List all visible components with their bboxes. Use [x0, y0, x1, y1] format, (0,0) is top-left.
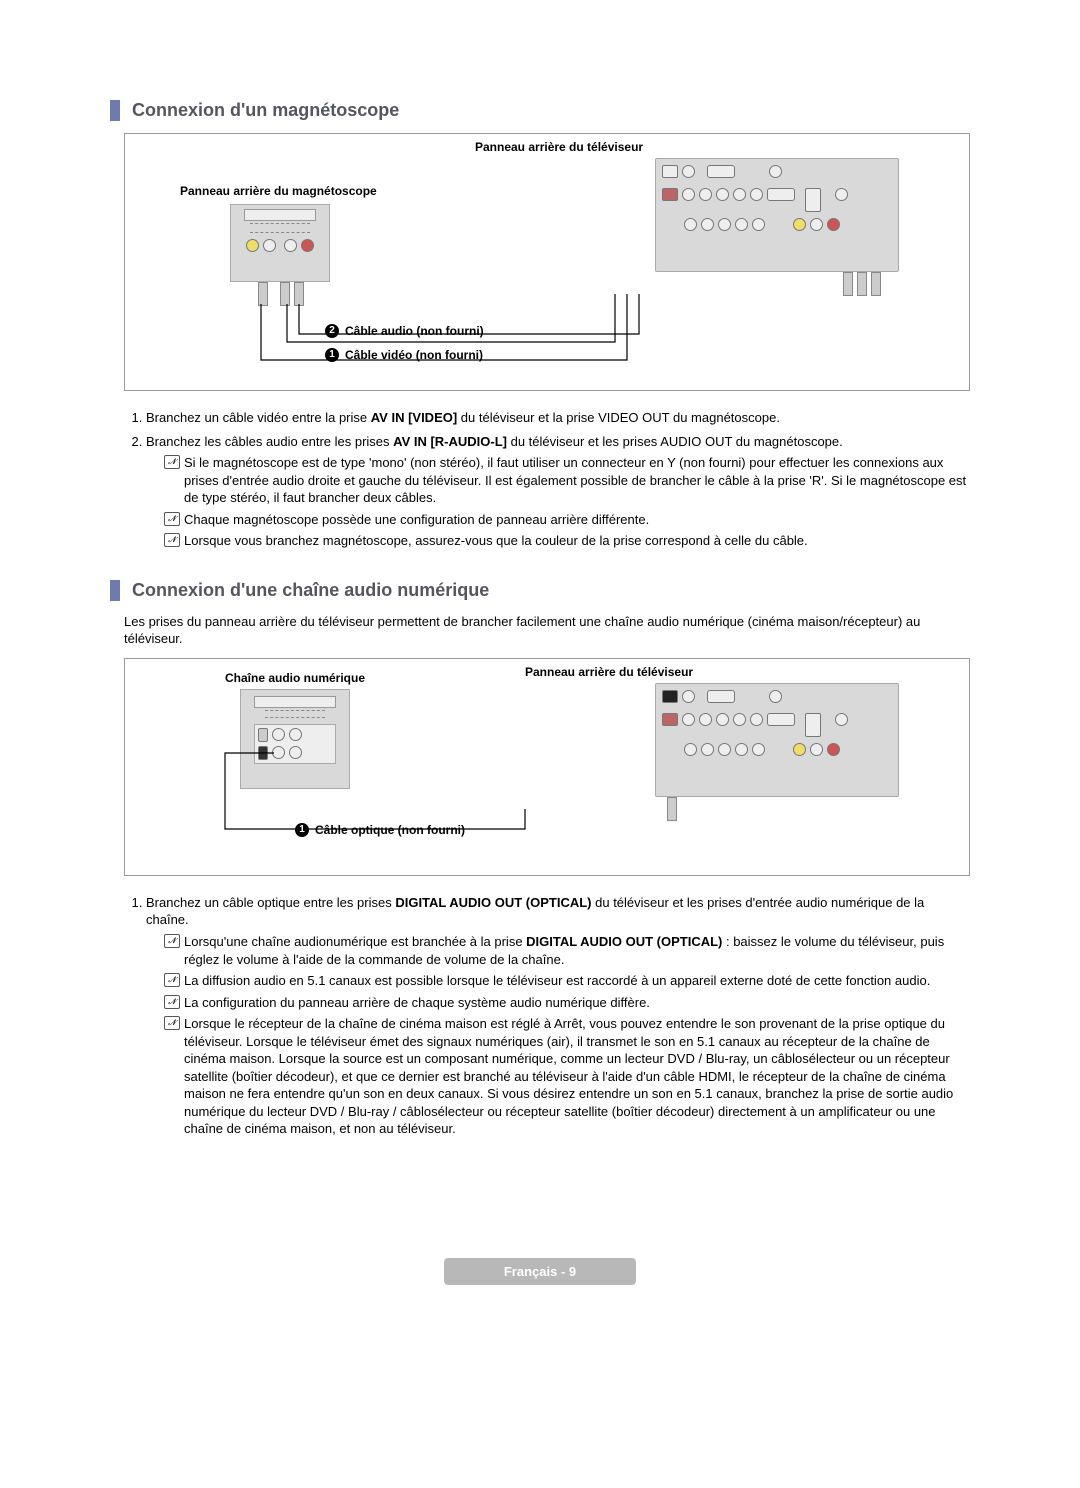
optical-cable-num: 1	[295, 823, 309, 837]
vcr-panel-label: Panneau arrière du magnétoscope	[180, 184, 377, 198]
note-icon: 𝓝	[164, 533, 180, 547]
page-footer: Français - 9	[110, 1258, 970, 1285]
note-item: 𝓝La configuration du panneau arrière de …	[164, 994, 970, 1012]
optical-cable-callout: 1 Câble optique (non fourni)	[295, 823, 465, 837]
cable2-text: Câble audio (non fourni)	[345, 324, 484, 338]
note-item: 𝓝Lorsque vous branchez magnétoscope, ass…	[164, 532, 970, 550]
tv-rear-panel	[655, 158, 899, 272]
cable1-text: Câble vidéo (non fourni)	[345, 348, 483, 362]
step-1b: Branchez un câble optique entre les pris…	[146, 894, 970, 1138]
note-icon: 𝓝	[164, 1016, 180, 1030]
section1-heading: Connexion d'un magnétoscope	[110, 100, 970, 121]
cable2-callout: 2 Câble audio (non fourni)	[325, 324, 484, 338]
note-item: 𝓝Chaque magnétoscope possède une configu…	[164, 511, 970, 529]
step-2: Branchez les câbles audio entre les pris…	[146, 433, 970, 550]
tv-panel-label-2: Panneau arrière du téléviseur	[525, 665, 693, 679]
cable1-num: 1	[325, 348, 339, 362]
page-content: Connexion d'un magnétoscope Panneau arri…	[0, 0, 1080, 1325]
section1-instructions: Branchez un câble vidéo entre la prise A…	[124, 409, 970, 550]
section2-diagram: Panneau arrière du téléviseur Chaîne aud…	[124, 658, 970, 876]
note-item: 𝓝Lorsque le récepteur de la chaîne de ci…	[164, 1015, 970, 1138]
audio-system-label: Chaîne audio numérique	[225, 671, 365, 685]
cable1-callout: 1 Câble vidéo (non fourni)	[325, 348, 483, 362]
note-icon: 𝓝	[164, 455, 180, 469]
section2-intro: Les prises du panneau arrière du télévis…	[124, 613, 970, 648]
optical-cable-text: Câble optique (non fourni)	[315, 823, 465, 837]
step-1: Branchez un câble vidéo entre la prise A…	[146, 409, 970, 427]
section2-heading: Connexion d'une chaîne audio numérique	[110, 580, 970, 601]
cable2-num: 2	[325, 324, 339, 338]
section2-instructions: Branchez un câble optique entre les pris…	[124, 894, 970, 1138]
audio-system-panel	[240, 689, 350, 789]
footer-pill: Français - 9	[444, 1258, 636, 1285]
tv-panel-label: Panneau arrière du téléviseur	[475, 140, 643, 154]
note-icon: 𝓝	[164, 934, 180, 948]
vcr-rear-panel	[230, 204, 330, 282]
tv-rear-panel-2	[655, 683, 899, 797]
note-item: 𝓝Si le magnétoscope est de type 'mono' (…	[164, 454, 970, 507]
note-icon: 𝓝	[164, 512, 180, 526]
note-icon: 𝓝	[164, 995, 180, 1009]
note-item: 𝓝Lorsqu'une chaîne audionumérique est br…	[164, 933, 970, 968]
note-item: 𝓝La diffusion audio en 5.1 canaux est po…	[164, 972, 970, 990]
section1-diagram: Panneau arrière du téléviseur Panneau ar…	[124, 133, 970, 391]
note-icon: 𝓝	[164, 973, 180, 987]
